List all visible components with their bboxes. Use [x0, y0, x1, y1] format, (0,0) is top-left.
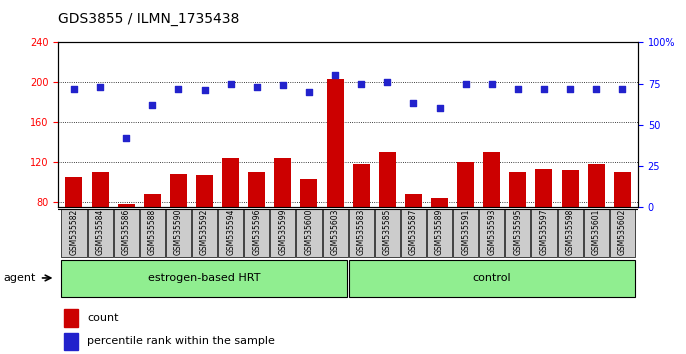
Point [617, 86, 628, 91]
Point [434, 105, 445, 111]
Point [303, 89, 314, 95]
FancyBboxPatch shape [296, 209, 322, 257]
Point [251, 84, 262, 90]
Point [225, 81, 236, 86]
FancyBboxPatch shape [244, 209, 270, 257]
Text: GSM535600: GSM535600 [305, 209, 314, 255]
Text: GSM535602: GSM535602 [618, 209, 627, 255]
Text: GSM535598: GSM535598 [565, 209, 575, 255]
Text: GSM535597: GSM535597 [539, 209, 549, 255]
Text: estrogen-based HRT: estrogen-based HRT [148, 273, 261, 283]
FancyBboxPatch shape [375, 209, 400, 257]
Text: count: count [87, 313, 119, 323]
FancyBboxPatch shape [401, 209, 426, 257]
Point [382, 79, 393, 85]
Bar [379, 152, 396, 207]
FancyBboxPatch shape [62, 209, 86, 257]
Point [512, 86, 523, 91]
FancyBboxPatch shape [140, 209, 165, 257]
Text: agent: agent [3, 273, 35, 283]
Bar [274, 158, 292, 207]
Point [199, 87, 210, 93]
FancyBboxPatch shape [349, 261, 635, 297]
Point [486, 81, 497, 86]
FancyBboxPatch shape [427, 209, 452, 257]
Text: GSM535599: GSM535599 [279, 209, 287, 255]
Bar [588, 164, 604, 207]
Point [121, 135, 132, 141]
Bar [510, 172, 526, 207]
Bar [64, 333, 78, 350]
Point [329, 73, 340, 78]
FancyBboxPatch shape [348, 209, 374, 257]
FancyBboxPatch shape [506, 209, 530, 257]
Text: GSM535601: GSM535601 [592, 209, 601, 255]
Text: control: control [473, 273, 511, 283]
Point [539, 86, 549, 91]
Point [95, 84, 106, 90]
Text: GSM535591: GSM535591 [461, 209, 470, 255]
FancyBboxPatch shape [480, 209, 504, 257]
Text: GSM535582: GSM535582 [69, 209, 78, 255]
FancyBboxPatch shape [610, 209, 635, 257]
FancyBboxPatch shape [88, 209, 113, 257]
Bar [170, 174, 187, 207]
FancyBboxPatch shape [584, 209, 608, 257]
Text: GSM535603: GSM535603 [331, 209, 340, 255]
Text: GSM535587: GSM535587 [409, 209, 418, 255]
Point [565, 86, 576, 91]
Text: GDS3855 / ILMN_1735438: GDS3855 / ILMN_1735438 [58, 12, 239, 27]
FancyBboxPatch shape [166, 209, 191, 257]
Text: GSM535592: GSM535592 [200, 209, 209, 255]
Point [591, 86, 602, 91]
Point [408, 101, 419, 106]
Bar [614, 172, 631, 207]
Text: GSM535583: GSM535583 [357, 209, 366, 255]
Bar [457, 162, 474, 207]
Bar [483, 152, 500, 207]
Bar [196, 175, 213, 207]
Bar [353, 164, 370, 207]
Text: GSM535596: GSM535596 [252, 209, 261, 255]
Bar [300, 179, 318, 207]
Bar [144, 194, 161, 207]
Bar [327, 79, 344, 207]
FancyBboxPatch shape [218, 209, 243, 257]
Text: GSM535593: GSM535593 [487, 209, 496, 255]
Bar [431, 198, 448, 207]
Bar [248, 172, 265, 207]
Bar [536, 169, 552, 207]
Bar [222, 158, 239, 207]
Point [147, 102, 158, 108]
Bar [64, 309, 78, 327]
Text: percentile rank within the sample: percentile rank within the sample [87, 336, 275, 346]
FancyBboxPatch shape [192, 209, 217, 257]
Text: GSM535585: GSM535585 [383, 209, 392, 255]
FancyBboxPatch shape [322, 209, 348, 257]
FancyBboxPatch shape [61, 261, 347, 297]
FancyBboxPatch shape [270, 209, 296, 257]
Point [69, 86, 80, 91]
Bar [92, 172, 108, 207]
FancyBboxPatch shape [532, 209, 556, 257]
FancyBboxPatch shape [558, 209, 582, 257]
Point [277, 82, 288, 88]
FancyBboxPatch shape [453, 209, 478, 257]
Text: GSM535594: GSM535594 [226, 209, 235, 255]
FancyBboxPatch shape [114, 209, 139, 257]
Bar [65, 177, 82, 207]
Text: GSM535588: GSM535588 [147, 209, 157, 255]
Point [460, 81, 471, 86]
Text: GSM535586: GSM535586 [121, 209, 131, 255]
Point [356, 81, 367, 86]
Text: GSM535590: GSM535590 [174, 209, 183, 255]
Bar [118, 204, 134, 207]
Text: GSM535595: GSM535595 [513, 209, 522, 255]
Bar [405, 194, 422, 207]
Text: GSM535589: GSM535589 [435, 209, 444, 255]
Text: GSM535584: GSM535584 [95, 209, 104, 255]
Point [173, 86, 184, 91]
Bar [562, 170, 578, 207]
